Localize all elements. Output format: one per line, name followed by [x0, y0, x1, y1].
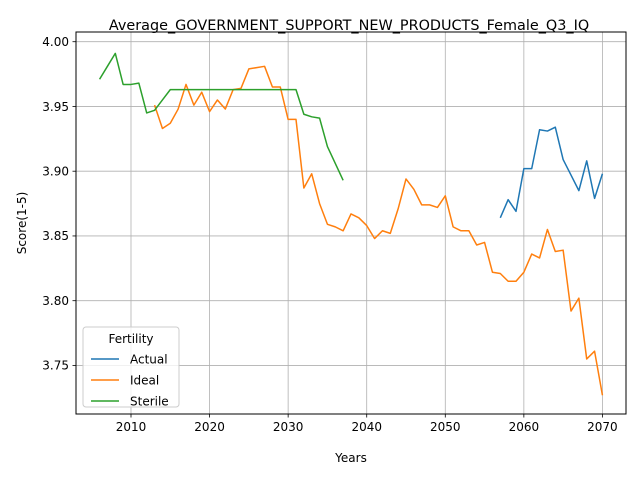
- plot-area-frame: [75, 31, 627, 415]
- x-tick-label: 2030: [273, 420, 304, 434]
- chart-title: Average_GOVERNMENT_SUPPORT_NEW_PRODUCTS_…: [109, 18, 589, 34]
- y-tick-label: 4.00: [42, 35, 69, 49]
- x-tick-label: 2010: [116, 420, 147, 434]
- legend-label-ideal: Ideal: [130, 373, 159, 387]
- legend: Fertility Actual Ideal Sterile: [82, 326, 180, 408]
- x-tick-label: 2060: [509, 420, 540, 434]
- series-line-sterile: [98, 52, 344, 181]
- legend-label-actual: Actual: [130, 352, 168, 366]
- legend-box: [82, 326, 180, 408]
- y-tick-label: 3.85: [42, 229, 69, 243]
- y-tick-label: 3.80: [42, 294, 69, 308]
- y-tick-label: 3.90: [42, 165, 69, 179]
- y-axis-ticks: 3.75 3.80 3.85 3.90 3.95 4.00: [42, 35, 76, 373]
- x-axis-label: Years: [334, 451, 367, 465]
- x-tick-label: 2040: [351, 420, 382, 434]
- y-tick-label: 3.75: [42, 359, 69, 373]
- gridlines: [76, 32, 626, 414]
- y-axis-label: Score(1-5): [15, 192, 29, 255]
- x-tick-label: 2050: [430, 420, 461, 434]
- y-tick-label: 3.95: [42, 100, 69, 114]
- legend-label-sterile: Sterile: [130, 394, 169, 408]
- series-line-actual: [499, 126, 604, 219]
- series-lines: [98, 52, 604, 396]
- legend-title: Fertility: [108, 332, 153, 346]
- series-line-ideal: [153, 65, 604, 396]
- x-axis-ticks: 2010 2020 2030 2040 2050 2060 2070: [116, 414, 618, 434]
- x-tick-label: 2070: [587, 420, 618, 434]
- x-tick-label: 2020: [194, 420, 225, 434]
